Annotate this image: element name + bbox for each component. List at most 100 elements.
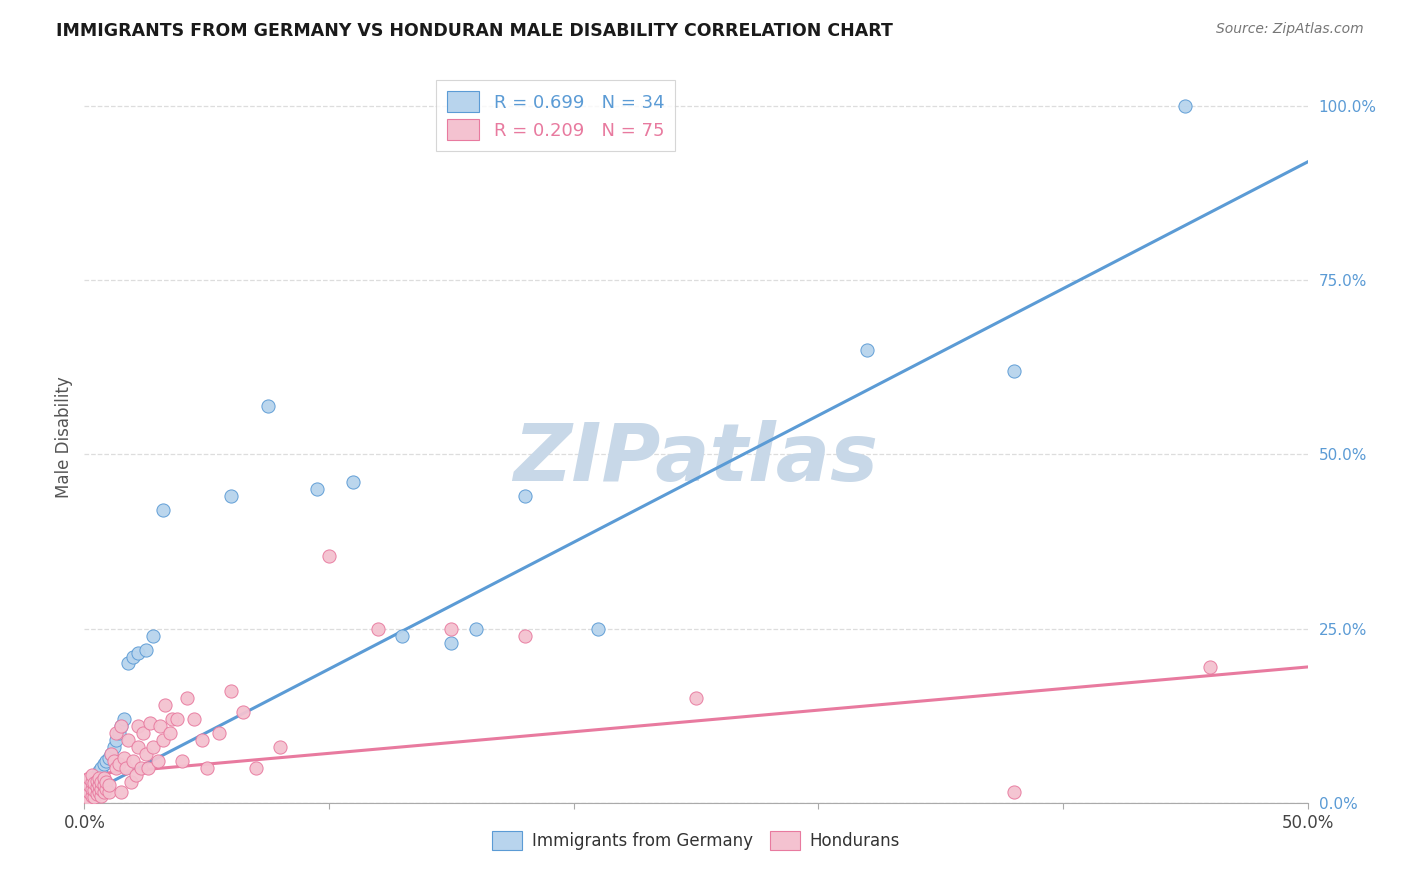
Point (105, 733, 128, 747)
Point (122, 649, 145, 664)
Point (96, 781, 118, 796)
Point (83, 772, 105, 786)
Point (195, 761, 218, 775)
Point (76, 781, 98, 796)
Point (96, 775, 118, 789)
Point (77, 778, 100, 792)
Point (305, 483, 328, 497)
Point (122, 754, 145, 768)
Point (90, 775, 112, 789)
Point (162, 712, 184, 726)
Point (87, 764, 110, 779)
Point (257, 399, 280, 413)
Point (219, 684, 242, 698)
Point (83, 790, 105, 805)
Point (172, 754, 194, 768)
Point (219, 489, 242, 503)
Point (318, 549, 340, 563)
Point (76, 781, 98, 796)
Point (127, 719, 149, 733)
Text: IMMIGRANTS FROM GERMANY VS HONDURAN MALE DISABILITY CORRELATION CHART: IMMIGRANTS FROM GERMANY VS HONDURAN MALE… (56, 22, 893, 40)
Point (90, 761, 112, 775)
Point (136, 761, 159, 775)
Point (97, 785, 120, 799)
Point (87, 772, 110, 786)
Point (76, 789, 98, 803)
Point (103, 754, 125, 768)
Point (142, 629, 165, 643)
Point (103, 740, 125, 755)
Point (117, 657, 139, 671)
Point (76, 775, 98, 789)
Point (142, 740, 165, 755)
Point (107, 757, 129, 772)
Point (110, 719, 132, 733)
Point (115, 761, 138, 775)
Point (440, 635, 463, 649)
Point (132, 726, 155, 740)
Point (97, 750, 120, 764)
Point (127, 646, 149, 660)
Point (117, 733, 139, 747)
Point (232, 705, 254, 719)
Point (96, 754, 118, 768)
Point (80, 789, 103, 803)
Point (586, 622, 609, 636)
Point (110, 785, 132, 799)
Point (87, 785, 110, 799)
Point (1002, 364, 1025, 378)
Point (1002, 785, 1025, 799)
Point (513, 489, 536, 503)
Point (112, 712, 135, 726)
Point (183, 712, 205, 726)
Point (80, 775, 103, 789)
Point (139, 715, 162, 730)
Point (100, 747, 122, 761)
Point (110, 719, 132, 733)
Point (146, 754, 169, 768)
Point (245, 761, 267, 775)
Point (83, 776, 105, 790)
Point (135, 642, 157, 657)
Point (93, 778, 115, 792)
Point (77, 778, 100, 792)
Point (93, 772, 115, 786)
Point (152, 733, 174, 747)
Point (86, 788, 108, 802)
Point (149, 719, 172, 733)
Point (86, 768, 108, 782)
Point (100, 747, 122, 761)
Point (1198, 660, 1220, 674)
Point (107, 726, 129, 740)
Point (90, 789, 112, 803)
Point (112, 750, 135, 764)
Point (367, 622, 389, 636)
Point (269, 740, 291, 755)
Point (86, 773, 108, 788)
Point (391, 629, 413, 643)
Point (685, 691, 707, 706)
Y-axis label: Male Disability: Male Disability (55, 376, 73, 498)
Point (97, 778, 120, 792)
Point (86, 780, 108, 795)
Point (93, 757, 115, 772)
Point (440, 622, 463, 636)
Point (77, 792, 100, 806)
Point (80, 781, 103, 796)
Text: ZIPatlas: ZIPatlas (513, 420, 879, 498)
Point (127, 740, 149, 755)
Point (80, 775, 103, 789)
Point (125, 768, 148, 782)
Point (1174, 99, 1197, 113)
Point (342, 475, 364, 490)
Point (464, 622, 486, 636)
Point (153, 698, 176, 713)
Point (166, 712, 188, 726)
Point (152, 503, 174, 517)
Text: Source: ZipAtlas.com: Source: ZipAtlas.com (1216, 22, 1364, 37)
Point (191, 733, 214, 747)
Point (77, 772, 100, 786)
Point (120, 775, 142, 789)
Point (159, 726, 181, 740)
Point (208, 726, 231, 740)
